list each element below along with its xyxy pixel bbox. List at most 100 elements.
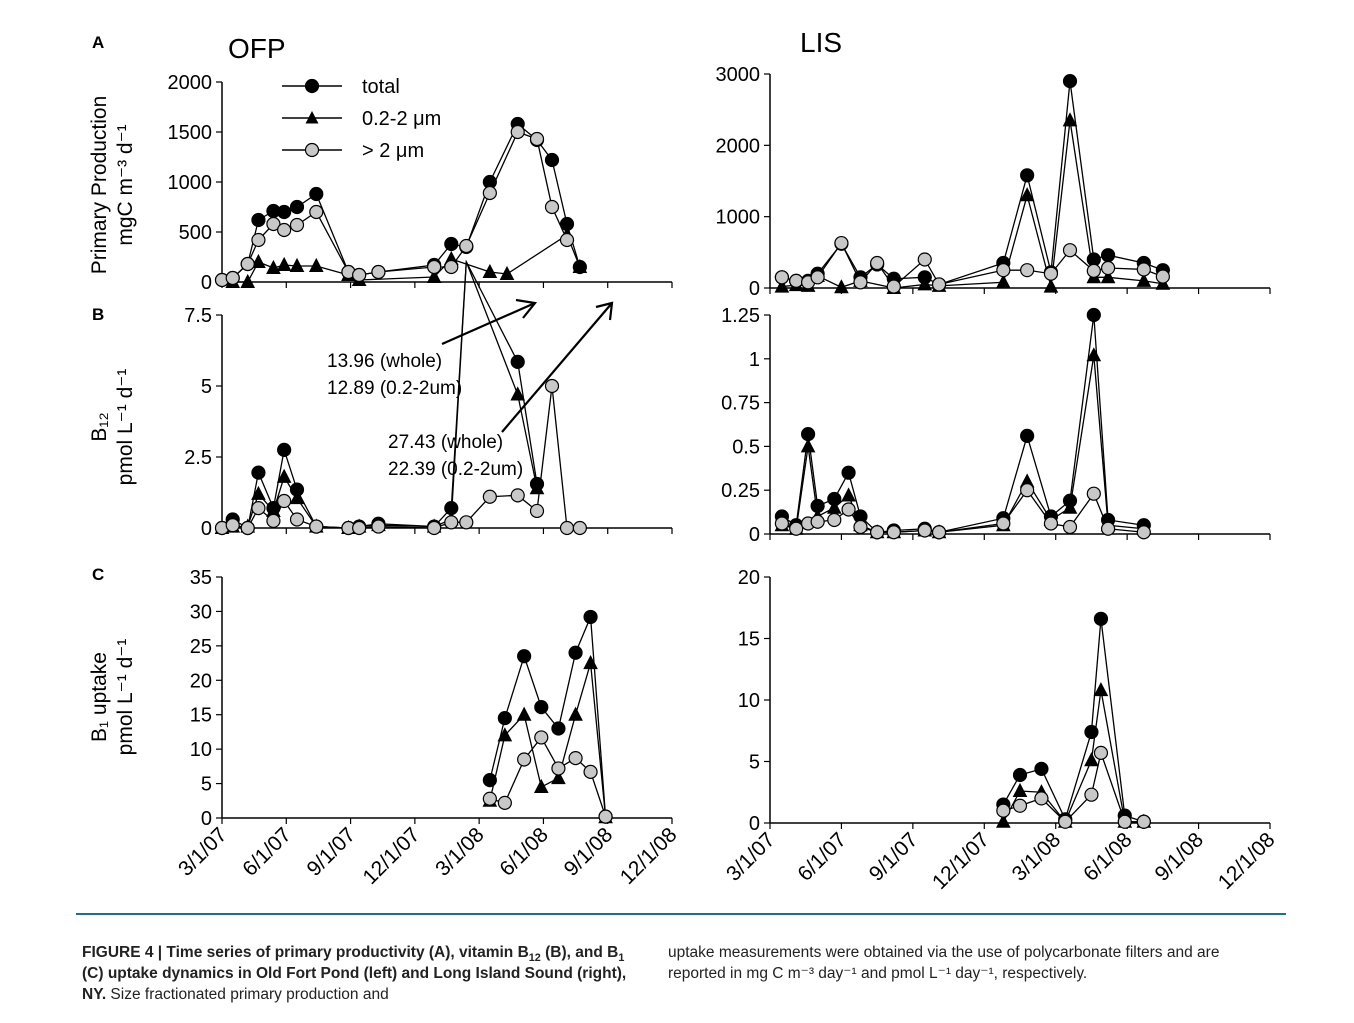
x-tick-label: 9/1/07 bbox=[865, 828, 923, 886]
data-point bbox=[886, 279, 901, 294]
data-point bbox=[931, 277, 947, 292]
caption-rule bbox=[76, 913, 1286, 915]
data-point bbox=[583, 764, 598, 779]
data-point bbox=[1084, 787, 1099, 802]
data-point bbox=[1012, 798, 1028, 813]
data-point bbox=[1012, 767, 1028, 783]
x-tick-label: 3/1/07 bbox=[722, 828, 780, 886]
data-point bbox=[789, 521, 804, 536]
data-point bbox=[1136, 525, 1151, 540]
y-tick-label: 30 bbox=[190, 601, 212, 623]
legend-label: total bbox=[362, 76, 400, 98]
y-tick-label: 1000 bbox=[716, 207, 761, 229]
annotation: 22.39 (0.2-2um) bbox=[388, 459, 523, 480]
data-point bbox=[996, 516, 1011, 531]
y-tick-label: 15 bbox=[738, 629, 760, 651]
data-point bbox=[583, 654, 598, 670]
data-point bbox=[482, 773, 497, 788]
y-tick-label: 15 bbox=[190, 705, 212, 727]
y-tick-label: 0 bbox=[749, 278, 760, 300]
data-point bbox=[309, 519, 324, 534]
y-tick-label: 0 bbox=[749, 813, 760, 835]
data-point bbox=[533, 778, 549, 794]
data-point bbox=[499, 265, 515, 280]
x-tick-label: 12/1/08 bbox=[1214, 828, 1280, 894]
y-tick-label: 20 bbox=[738, 567, 760, 589]
data-point bbox=[917, 276, 933, 291]
caption-right-text: uptake measurements were obtained via th… bbox=[668, 944, 1220, 982]
data-point bbox=[251, 232, 266, 248]
row-letter-b: B bbox=[92, 305, 104, 324]
row-letter-c: C bbox=[92, 565, 104, 584]
panel-B-ofp: 0 2.5 5 7.5 bbox=[184, 259, 673, 540]
data-point bbox=[827, 512, 842, 528]
site-title-ofp: OFP bbox=[228, 33, 286, 64]
annotation-arrow bbox=[501, 302, 613, 433]
x-tick-label: 3/1/08 bbox=[431, 823, 489, 881]
annotation: 13.96 (whole) bbox=[327, 351, 442, 372]
y-tick-label: 20 bbox=[190, 670, 212, 692]
data-point bbox=[1062, 499, 1078, 514]
data-point bbox=[444, 515, 459, 530]
data-point bbox=[276, 256, 292, 271]
figure: 0500100015002000010002000300002.557.500.… bbox=[88, 27, 1280, 894]
caption-left-text: Size fractionated primary production and bbox=[106, 986, 389, 1003]
legend: total 0.2-2 μm > 2 μm bbox=[282, 76, 441, 162]
data-point bbox=[510, 386, 526, 401]
data-point bbox=[1062, 74, 1078, 89]
data-point bbox=[225, 270, 240, 286]
y-tick-label: 1.25 bbox=[721, 305, 760, 327]
data-point bbox=[1093, 682, 1109, 697]
data-point bbox=[917, 523, 932, 538]
data-point bbox=[559, 520, 575, 536]
x-tick-label: 3/1/07 bbox=[174, 823, 232, 881]
annotation-arrow bbox=[441, 301, 536, 346]
caption-left: FIGURE 4 | Time series of primary produc… bbox=[82, 942, 642, 1005]
data-point bbox=[266, 259, 281, 274]
data-point bbox=[289, 199, 305, 215]
caption-bold: FIGURE 4 | Time series of primary produc… bbox=[82, 944, 627, 1003]
panel-A-ofp: 0 500 1000 1500 2000 bbox=[168, 72, 673, 294]
data-point bbox=[996, 274, 1011, 289]
data-point bbox=[482, 185, 497, 201]
data-point bbox=[551, 721, 566, 736]
data-point bbox=[1086, 347, 1102, 362]
data-point bbox=[996, 263, 1011, 278]
data-point bbox=[572, 520, 587, 536]
data-point bbox=[309, 204, 324, 220]
panel-C-lis: 0 5 10 15 20 bbox=[738, 567, 1271, 835]
data-point bbox=[886, 525, 901, 540]
data-point bbox=[774, 516, 790, 531]
data-point bbox=[1084, 752, 1099, 767]
data-point bbox=[1058, 814, 1073, 829]
data-point bbox=[834, 235, 849, 251]
data-point bbox=[444, 236, 459, 252]
legend-marker bbox=[304, 142, 320, 158]
data-point bbox=[598, 809, 613, 824]
data-point bbox=[583, 609, 598, 625]
y-axis-label-b: B₁₂ bbox=[88, 412, 111, 441]
annotation-arrow-head bbox=[515, 298, 538, 319]
series-line-0 bbox=[781, 314, 1144, 533]
data-point bbox=[810, 514, 825, 529]
data-point bbox=[841, 502, 856, 517]
data-point bbox=[510, 354, 525, 369]
data-point bbox=[240, 256, 255, 272]
data-point bbox=[1136, 262, 1151, 277]
data-point bbox=[1062, 243, 1078, 258]
data-point bbox=[544, 152, 560, 168]
y-tick-label: 3000 bbox=[716, 64, 761, 86]
data-point bbox=[444, 259, 459, 275]
data-point bbox=[529, 131, 545, 147]
y-tick-label: 35 bbox=[190, 567, 212, 589]
data-point bbox=[1100, 248, 1116, 263]
y-axis-unit-c: pmol L⁻¹ d⁻¹ bbox=[114, 639, 137, 756]
data-point bbox=[1034, 761, 1049, 776]
data-point bbox=[1062, 519, 1078, 535]
data-point bbox=[289, 257, 305, 272]
y-axis-unit-b: pmol L⁻¹ d⁻¹ bbox=[114, 369, 137, 486]
y-tick-label: 0.5 bbox=[732, 436, 760, 458]
data-point bbox=[534, 700, 549, 715]
data-point bbox=[426, 268, 442, 283]
data-point bbox=[870, 255, 885, 271]
